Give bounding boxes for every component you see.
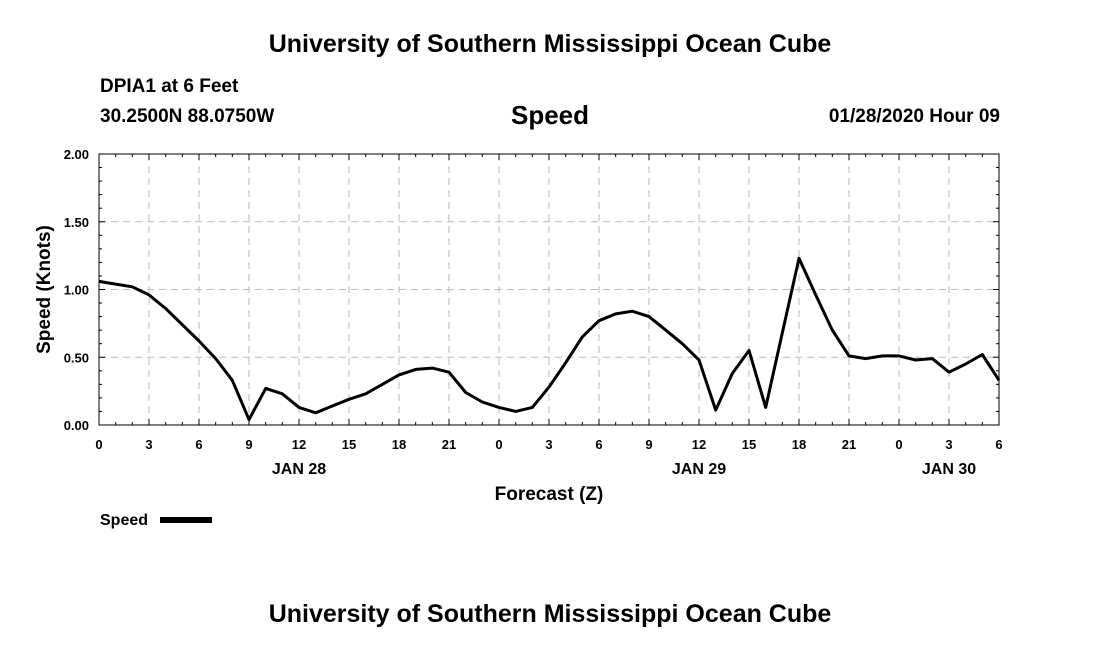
x-tick-label: 3	[545, 437, 552, 452]
date-label: JAN 28	[272, 461, 326, 478]
legend-swatch	[160, 517, 212, 523]
y-tick-label: 0.00	[64, 418, 89, 433]
x-tick-label: 0	[95, 437, 102, 452]
coordinates-label: 30.2500N 88.0750W	[100, 106, 275, 127]
axis-labels: 0 3 6 9 12 15 18 21 0 3 6 9 12 15 18 21 0 3 6 0.00 0.50 1.00 1…	[64, 147, 1003, 478]
x-tick-label: 9	[245, 437, 252, 452]
x-tick-label: 6	[595, 437, 602, 452]
x-tick-label: 21	[842, 437, 856, 452]
x-tick-label: 15	[342, 437, 356, 452]
x-tick-label: 18	[792, 437, 806, 452]
series-line-speed	[98, 256, 1001, 422]
legend-label: Speed	[100, 512, 148, 529]
x-tick-label: 12	[692, 437, 706, 452]
x-tick-label: 15	[742, 437, 756, 452]
y-axis-title: Speed (Knots)	[34, 225, 55, 354]
footer-title: University of Southern Mississippi Ocean…	[268, 600, 832, 628]
station-label: DPIA1 at 6 Feet	[100, 76, 239, 97]
x-tick-label: 3	[945, 437, 952, 452]
x-tick-label: 21	[442, 437, 456, 452]
x-tick-label: 3	[145, 437, 152, 452]
y-tick-label: 0.50	[64, 350, 89, 365]
x-tick-label: 6	[995, 437, 1002, 452]
x-tick-label: 0	[895, 437, 902, 452]
date-label: JAN 29	[672, 461, 726, 478]
x-tick-label: 18	[392, 437, 406, 452]
y-tick-label: 1.00	[64, 283, 89, 298]
x-tick-label: 0	[495, 437, 502, 452]
y-tick-label: 1.50	[64, 215, 89, 230]
forecast-timestamp: 01/28/2020 Hour 09	[828, 106, 1000, 127]
x-tick-label: 9	[645, 437, 652, 452]
date-label: JAN 30	[922, 461, 976, 478]
chart-title: Speed	[510, 100, 590, 130]
page-title: University of Southern Mississippi Ocean…	[268, 30, 832, 58]
x-tick-label: 12	[292, 437, 306, 452]
axis-ticks	[98, 153, 1000, 426]
x-tick-label: 6	[195, 437, 202, 452]
y-tick-label: 2.00	[64, 147, 89, 162]
x-axis-title: Forecast (Z)	[495, 484, 604, 505]
